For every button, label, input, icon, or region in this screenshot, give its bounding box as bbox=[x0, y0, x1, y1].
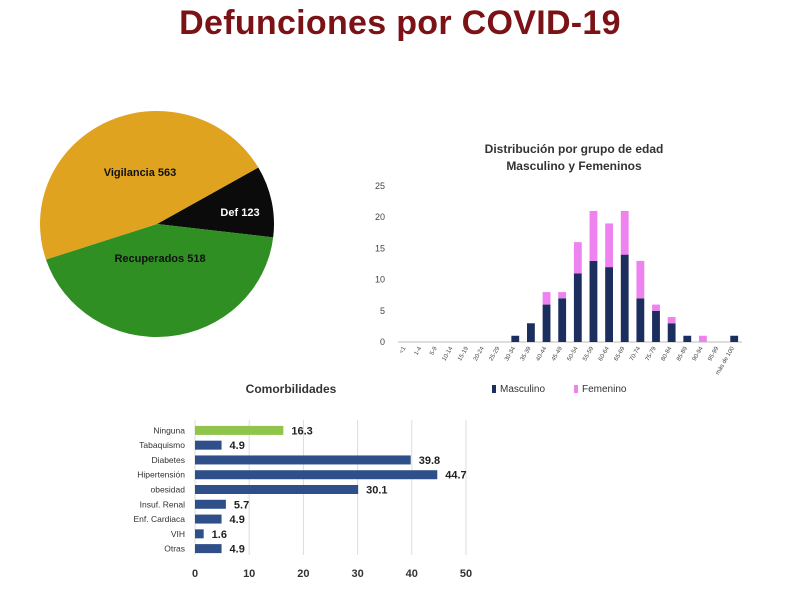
x-tick-label: 5-9 bbox=[429, 345, 439, 356]
bar-masculino bbox=[542, 304, 551, 342]
x-tick-label: 30 bbox=[351, 568, 363, 580]
comorbidity-bar bbox=[195, 425, 284, 435]
value-label: 39.8 bbox=[419, 455, 440, 467]
bar-femenino bbox=[620, 210, 629, 255]
x-tick-label: 0 bbox=[192, 568, 198, 580]
y-tick-label: 5 bbox=[380, 306, 385, 316]
bar-masculino bbox=[589, 260, 598, 342]
bar-femenino bbox=[589, 210, 598, 261]
category-label: Ninguna bbox=[153, 425, 185, 435]
bar-masculino bbox=[683, 335, 692, 342]
category-label: VIH bbox=[171, 529, 185, 539]
category-label: Tabaquismo bbox=[139, 440, 185, 450]
x-tick-label: 50 bbox=[460, 568, 472, 580]
value-label: 16.3 bbox=[291, 425, 312, 437]
value-label: 44.7 bbox=[445, 470, 466, 482]
category-label: Insuf. Renal bbox=[140, 499, 185, 509]
bar-masculino bbox=[511, 335, 520, 342]
x-tick-label: 10 bbox=[243, 568, 255, 580]
value-label: 4.9 bbox=[230, 514, 245, 526]
x-tick-label: 20 bbox=[297, 568, 309, 580]
pie-slice-recuperados bbox=[45, 224, 274, 337]
x-tick-label: <1 bbox=[399, 345, 408, 354]
value-label: 4.9 bbox=[230, 440, 245, 452]
bar-masculino bbox=[652, 310, 660, 342]
category-label: Diabetes bbox=[151, 455, 185, 465]
bar-femenino bbox=[652, 304, 660, 311]
pie-slice-vigilancia bbox=[39, 110, 259, 260]
value-label: 30.1 bbox=[366, 485, 387, 497]
comorbidity-bar bbox=[195, 455, 411, 465]
age-chart-title: Distribución por grupo de edad bbox=[485, 142, 664, 156]
y-tick-label: 10 bbox=[375, 275, 385, 285]
pie-label-def: Def 123 bbox=[220, 207, 259, 219]
pie-label-name: Def bbox=[220, 207, 238, 219]
pie-label-value: 563 bbox=[158, 167, 176, 179]
y-tick-label: 15 bbox=[375, 243, 385, 253]
pie-slice-def bbox=[157, 167, 274, 238]
comorbidity-bar bbox=[195, 470, 438, 480]
age-chart-subtitle: Masculino y Femeninos bbox=[506, 159, 642, 173]
comorbidity-bar bbox=[195, 544, 222, 554]
comorbidity-bar bbox=[195, 514, 222, 524]
legend-label-masculino: Masculino bbox=[500, 384, 545, 395]
bar-femenino bbox=[699, 335, 707, 342]
page-title: Defunciones por COVID-19 bbox=[179, 4, 621, 42]
value-label: 1.6 bbox=[212, 529, 227, 541]
y-tick-label: 20 bbox=[375, 212, 385, 222]
y-tick-label: 0 bbox=[380, 337, 385, 347]
value-label: 5.7 bbox=[234, 499, 249, 511]
bar-masculino bbox=[558, 298, 567, 342]
comorbidity-bar bbox=[195, 440, 222, 450]
bar-masculino bbox=[730, 335, 739, 342]
value-label: 4.9 bbox=[230, 544, 245, 556]
comorbidities-title: Comorbilidades bbox=[246, 382, 337, 396]
bar-femenino bbox=[542, 292, 551, 305]
bar-femenino bbox=[636, 260, 645, 299]
bar-masculino bbox=[620, 254, 629, 342]
bar-masculino bbox=[527, 323, 535, 342]
legend-swatch-masculino bbox=[492, 385, 496, 393]
bar-masculino bbox=[605, 267, 613, 342]
category-label: Enf. Cardiaca bbox=[134, 514, 186, 524]
bar-masculino bbox=[573, 273, 582, 342]
comorbidity-bar bbox=[195, 499, 226, 509]
pie-label-vigilancia: Vigilancia 563 bbox=[104, 167, 177, 179]
legend-label-femenino: Femenino bbox=[582, 384, 627, 395]
comorbidity-bar bbox=[195, 485, 359, 494]
legend-swatch-femenino bbox=[574, 385, 578, 393]
bar-masculino bbox=[667, 323, 676, 342]
x-tick-label: 40 bbox=[406, 568, 418, 580]
category-label: Otras bbox=[164, 544, 185, 554]
bar-femenino bbox=[605, 223, 613, 268]
category-label: Hipertensión bbox=[137, 470, 185, 480]
pie-label-value: 123 bbox=[241, 207, 259, 219]
pie-label-recuperados: Recuperados 518 bbox=[114, 253, 205, 265]
pie-label-name: Vigilancia bbox=[104, 167, 156, 179]
category-label: obesidad bbox=[150, 485, 185, 495]
bar-femenino bbox=[573, 242, 582, 274]
comorbidity-bar bbox=[195, 529, 204, 539]
y-tick-label: 25 bbox=[375, 181, 385, 191]
bar-femenino bbox=[667, 317, 676, 324]
x-tick-label: 1-4 bbox=[414, 345, 424, 356]
pie-label-name: Recuperados bbox=[114, 253, 184, 265]
bar-femenino bbox=[558, 292, 567, 299]
pie-label-value: 518 bbox=[187, 253, 205, 265]
bar-masculino bbox=[636, 298, 645, 342]
